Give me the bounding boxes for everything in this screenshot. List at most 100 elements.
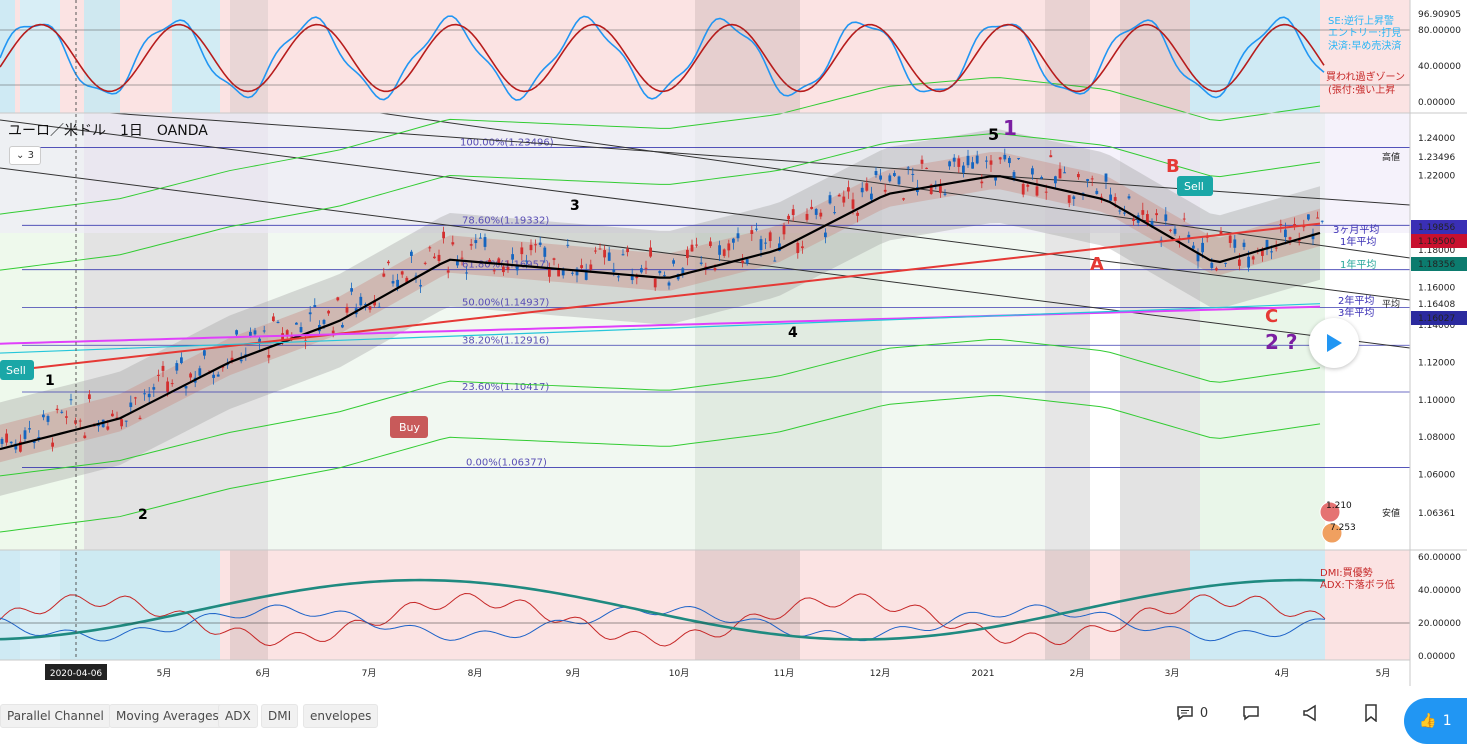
wave-label: 5 bbox=[988, 125, 999, 144]
candle-body bbox=[1288, 237, 1292, 240]
candle-body bbox=[612, 269, 616, 272]
wave-label: 1 bbox=[45, 373, 55, 389]
candle-body bbox=[492, 270, 496, 272]
time-axis: 5月 6月 7月 8月 9月 10月 11月 12月 2021 2月 3月 4月 5月 2020-04-0… bbox=[45, 664, 1390, 680]
candle-body bbox=[460, 257, 464, 259]
candle-body bbox=[446, 270, 450, 273]
candle-body bbox=[980, 181, 984, 184]
candle-body bbox=[60, 411, 64, 413]
candle-body bbox=[755, 228, 758, 230]
wave-label: C bbox=[1265, 306, 1278, 327]
candle-body bbox=[1284, 229, 1287, 238]
candle-body bbox=[874, 171, 878, 176]
tag-adx[interactable]: ADX bbox=[218, 704, 258, 728]
tag-parallel-channel[interactable]: Parallel Channel bbox=[0, 704, 111, 728]
candle-body bbox=[235, 330, 238, 335]
candle-body bbox=[138, 417, 142, 420]
candle-body bbox=[400, 271, 404, 275]
candle-body bbox=[1150, 220, 1154, 227]
cursor-date-bg bbox=[45, 664, 107, 680]
candle-body bbox=[1307, 214, 1310, 220]
fib-label: 23.60%(1.10417) bbox=[462, 382, 549, 393]
candle-body bbox=[1251, 256, 1255, 260]
candle-body bbox=[387, 261, 390, 264]
envelope-line bbox=[0, 338, 1321, 477]
price-tag-label: 平均 bbox=[1382, 298, 1400, 310]
candle-body bbox=[1040, 177, 1043, 179]
fib-label: 50.00%(1.14937) bbox=[462, 297, 549, 308]
candle-body bbox=[842, 196, 846, 203]
dmi-plus bbox=[0, 592, 1326, 647]
like-button[interactable]: 👍 1 bbox=[1404, 698, 1467, 744]
candle-body bbox=[111, 413, 114, 417]
flag-badge bbox=[1319, 501, 1341, 523]
candle-body bbox=[120, 419, 123, 427]
chart-canvas[interactable]: 100.00%(1.23496)78.60%(1.19332)61.80%(1.… bbox=[0, 0, 1467, 686]
candle-body bbox=[1215, 268, 1218, 271]
comments-button[interactable]: 0 bbox=[1170, 698, 1214, 728]
candle-body bbox=[42, 414, 45, 418]
candle-body bbox=[1155, 213, 1158, 216]
stoch-tick: 0.00000 bbox=[1418, 98, 1455, 108]
price-tag-value: 1.06361 bbox=[1418, 509, 1455, 519]
time-tick: 2月 bbox=[1070, 668, 1085, 679]
sell-signal-label: Sell bbox=[1184, 180, 1204, 193]
time-tick: 10月 bbox=[669, 668, 689, 679]
candle-body bbox=[998, 157, 1002, 160]
wave-label: 3 bbox=[570, 198, 580, 214]
interval-toggle[interactable]: ⌄ 3 bbox=[9, 146, 41, 165]
candle-body bbox=[359, 296, 363, 306]
candle-body bbox=[1146, 214, 1149, 224]
stoch-tick: 80.00000 bbox=[1418, 26, 1461, 36]
bookmark-button[interactable] bbox=[1356, 698, 1386, 728]
reply-icon bbox=[1243, 706, 1259, 721]
candle-body bbox=[166, 381, 169, 392]
candle-body bbox=[1049, 155, 1053, 158]
price-tag-value: 1.23496 bbox=[1418, 153, 1455, 163]
candle-body bbox=[272, 316, 275, 322]
candle-body bbox=[134, 397, 137, 399]
candle-body bbox=[253, 330, 257, 335]
candle-body bbox=[14, 443, 18, 450]
candle-body bbox=[1320, 220, 1324, 222]
candle-body bbox=[1035, 186, 1039, 196]
candle-body bbox=[1274, 247, 1278, 249]
candle-body bbox=[575, 268, 579, 276]
ma-label: 1年平均 bbox=[1340, 258, 1376, 271]
candle-body bbox=[814, 209, 818, 215]
candle-body bbox=[640, 268, 643, 273]
candle-body bbox=[824, 232, 827, 238]
reply-button[interactable] bbox=[1236, 698, 1266, 728]
candle-body bbox=[184, 386, 188, 389]
candle-body bbox=[147, 393, 151, 398]
price-tick: 1.16000 bbox=[1418, 284, 1455, 294]
candle-body bbox=[97, 425, 100, 427]
candle-body bbox=[313, 305, 317, 308]
dmi-tick: 60.00000 bbox=[1418, 553, 1461, 563]
price-tick: 1.24000 bbox=[1418, 134, 1455, 144]
candle-body bbox=[1297, 239, 1301, 242]
stoch-band bbox=[230, 0, 268, 113]
ma-red bbox=[0, 222, 1321, 373]
candle-body bbox=[327, 310, 330, 314]
wave-label: A bbox=[1090, 254, 1104, 275]
time-tick: 6月 bbox=[256, 668, 271, 679]
share-button[interactable] bbox=[1297, 698, 1327, 728]
candle-body bbox=[1118, 210, 1122, 212]
candle-body bbox=[1279, 223, 1283, 226]
candle-body bbox=[1192, 245, 1195, 249]
candle-body bbox=[0, 438, 4, 444]
tag-moving-averages[interactable]: Moving Averages bbox=[109, 704, 226, 728]
time-tick: 12月 bbox=[870, 668, 890, 679]
play-button[interactable] bbox=[1309, 318, 1359, 368]
candle-body bbox=[350, 288, 353, 292]
candle-body bbox=[341, 324, 344, 328]
candle-body bbox=[663, 275, 666, 277]
candle-body bbox=[819, 212, 823, 217]
dmi-band bbox=[20, 550, 60, 660]
tag-dmi[interactable]: DMI bbox=[261, 704, 299, 728]
candle-body bbox=[580, 265, 583, 269]
candle-body bbox=[423, 262, 427, 264]
candle-body bbox=[170, 383, 174, 385]
tag-envelopes[interactable]: envelopes bbox=[303, 704, 379, 728]
